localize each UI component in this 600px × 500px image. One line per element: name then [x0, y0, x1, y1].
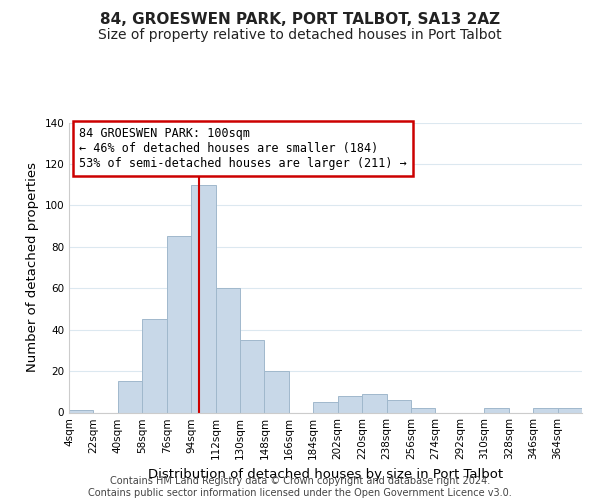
Bar	[69, 410, 94, 412]
Bar	[240, 340, 265, 412]
X-axis label: Distribution of detached houses by size in Port Talbot: Distribution of detached houses by size …	[148, 468, 503, 481]
Bar	[313, 402, 338, 412]
Bar	[265, 371, 289, 412]
Y-axis label: Number of detached properties: Number of detached properties	[26, 162, 39, 372]
Bar	[533, 408, 557, 412]
Bar	[118, 382, 142, 412]
Bar	[167, 236, 191, 412]
Text: 84 GROESWEN PARK: 100sqm
← 46% of detached houses are smaller (184)
53% of semi-: 84 GROESWEN PARK: 100sqm ← 46% of detach…	[79, 127, 407, 170]
Text: Contains HM Land Registry data © Crown copyright and database right 2024.
Contai: Contains HM Land Registry data © Crown c…	[88, 476, 512, 498]
Bar	[215, 288, 240, 412]
Text: Size of property relative to detached houses in Port Talbot: Size of property relative to detached ho…	[98, 28, 502, 42]
Text: 84, GROESWEN PARK, PORT TALBOT, SA13 2AZ: 84, GROESWEN PARK, PORT TALBOT, SA13 2AZ	[100, 12, 500, 28]
Bar	[484, 408, 509, 412]
Bar	[142, 320, 167, 412]
Bar	[362, 394, 386, 412]
Bar	[386, 400, 411, 412]
Bar	[338, 396, 362, 412]
Bar	[557, 408, 582, 412]
Bar	[411, 408, 436, 412]
Bar	[191, 184, 215, 412]
